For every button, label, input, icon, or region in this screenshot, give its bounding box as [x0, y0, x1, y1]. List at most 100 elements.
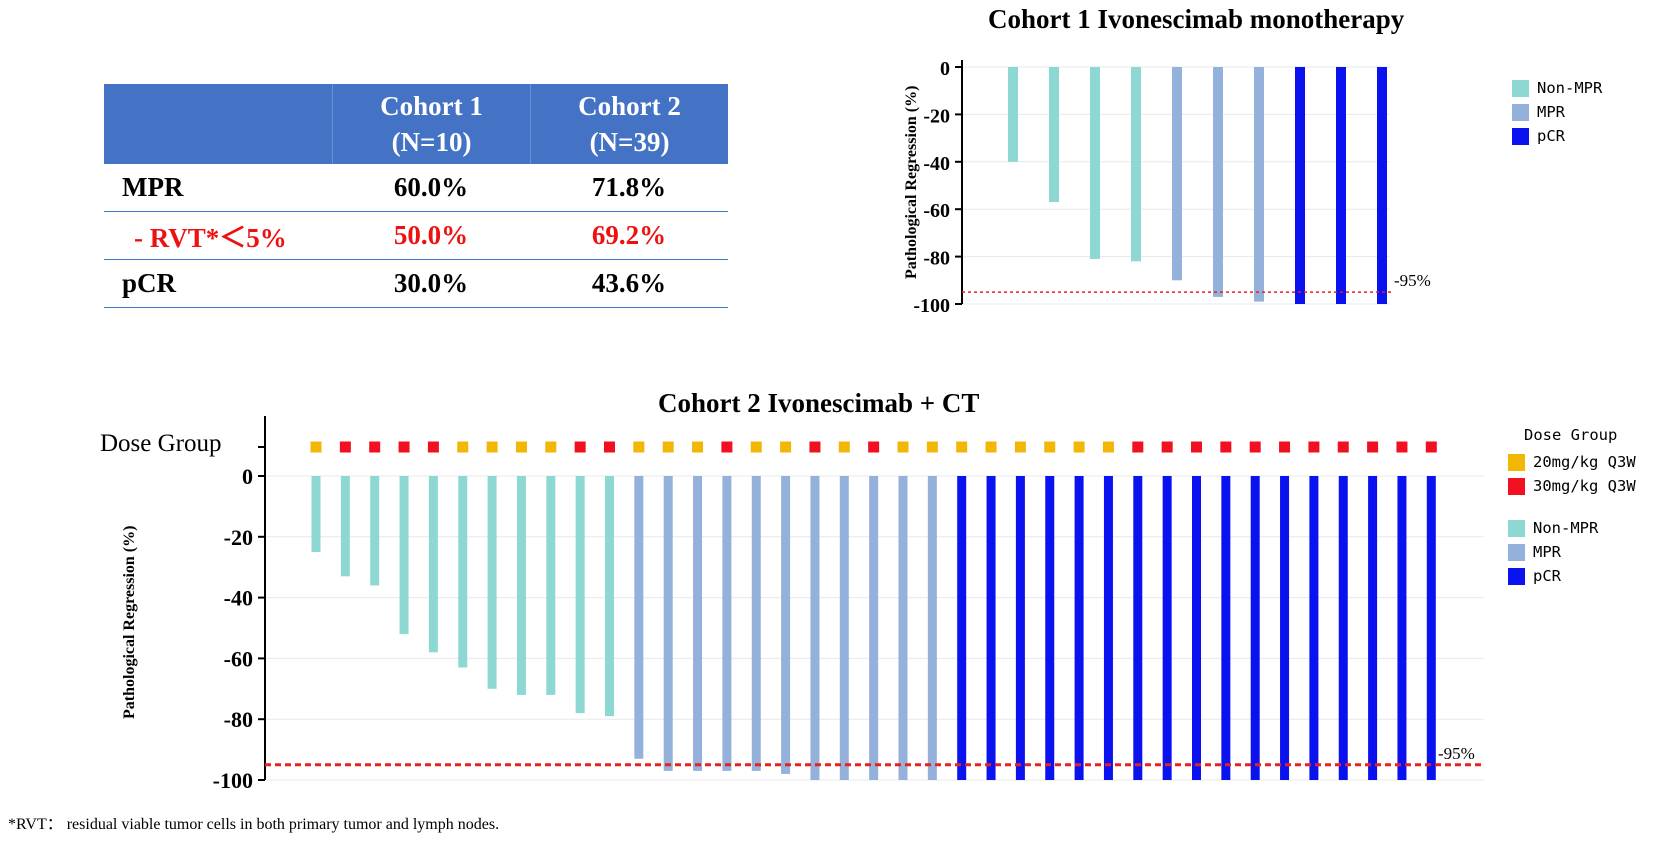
chart-1-title: Cohort 1 Ivonescimab monotherapy — [988, 4, 1405, 34]
header-cohort-2-n: (N=39) — [589, 127, 670, 157]
dose-marker — [1337, 441, 1349, 453]
footnote: *RVT： residual viable tumor cells in bot… — [8, 816, 500, 833]
bar — [1338, 476, 1348, 780]
dose-marker — [662, 441, 674, 453]
bar — [1221, 476, 1231, 780]
bar — [575, 476, 585, 714]
bar — [370, 476, 380, 586]
bar — [487, 476, 497, 689]
dose-marker — [750, 441, 762, 453]
legend-swatch — [1512, 127, 1529, 145]
legend-label: Non-MPR — [1533, 519, 1599, 537]
header-cohort-1-n: (N=10) — [391, 127, 472, 157]
dose-marker — [721, 441, 733, 453]
dose-marker — [398, 441, 410, 453]
bar — [1172, 67, 1182, 281]
dose-marker — [1102, 441, 1114, 453]
legend-swatch — [1508, 519, 1525, 537]
bar — [1309, 476, 1319, 780]
dose-marker — [633, 441, 645, 453]
legend-item-dose-20: 20mg/kg Q3W — [1508, 450, 1636, 474]
bar — [1015, 476, 1025, 780]
dose-marker — [868, 441, 880, 453]
legend-swatch — [1512, 79, 1529, 97]
table-row-rvt: - RVT*＜5% 50.0% 69.2% — [104, 212, 728, 260]
bar — [927, 476, 937, 780]
legend-item-pcr: pCR — [1512, 124, 1602, 148]
legend-label: pCR — [1537, 127, 1565, 145]
bar — [839, 476, 849, 780]
dose-marker — [926, 441, 938, 453]
legend-swatch — [1508, 453, 1525, 471]
dose-marker — [1191, 441, 1202, 453]
dose-marker — [897, 441, 909, 453]
bar — [458, 476, 468, 668]
y-tick-label: -40 — [923, 153, 950, 175]
legend-swatch — [1508, 477, 1525, 495]
legend-item-non-mpr: Non-MPR — [1508, 516, 1598, 540]
bar — [1295, 67, 1305, 304]
bar — [1131, 67, 1141, 262]
dose-marker — [1073, 441, 1085, 453]
bar — [1008, 67, 1018, 162]
dose-legend-title: Dose Group — [1524, 426, 1618, 444]
bar — [810, 476, 820, 780]
legend-label: Non-MPR — [1537, 79, 1603, 97]
dose-marker — [369, 441, 381, 453]
legend-item-mpr: MPR — [1508, 540, 1598, 564]
bar — [634, 476, 644, 759]
bar — [516, 476, 526, 695]
dose-marker — [486, 441, 498, 453]
bar — [1426, 476, 1436, 780]
chart-2-title: Cohort 2 Ivonescimab + CT — [658, 388, 980, 418]
legend-item-mpr: MPR — [1512, 100, 1602, 124]
y-tick-label: -60 — [923, 200, 950, 222]
header-cohort-2: Cohort 2 (N=39) — [530, 84, 728, 164]
dose-marker — [457, 441, 469, 453]
header-cohort-1-name: Cohort 1 — [380, 91, 483, 121]
legend-item-dose-30: 30mg/kg Q3W — [1508, 474, 1636, 498]
y-tick-label: -80 — [923, 248, 950, 270]
row-value-cohort-2: 43.6% — [591, 268, 667, 298]
bar — [399, 476, 409, 635]
row-label: pCR — [122, 268, 177, 298]
table-header: Cohort 1 (N=10) Cohort 2 (N=39) — [104, 84, 728, 164]
chart-2-legend: Non-MPR MPR pCR — [1508, 516, 1598, 588]
bar — [1103, 476, 1113, 780]
dose-marker — [956, 441, 968, 453]
bar — [1133, 476, 1143, 780]
bar — [722, 476, 732, 771]
bar — [1377, 67, 1387, 304]
bar — [1250, 476, 1260, 780]
dose-marker — [1249, 441, 1261, 453]
table-row-mpr: MPR 60.0% 71.8% — [104, 164, 728, 212]
legend-item-non-mpr: Non-MPR — [1512, 76, 1602, 100]
table-row-pcr: pCR 30.0% 43.6% — [104, 260, 728, 308]
bar — [605, 476, 614, 717]
bar — [1213, 67, 1223, 297]
row-value-cohort-2: 71.8% — [591, 172, 667, 202]
dose-legend: Dose Group 20mg/kg Q3W 30mg/kg Q3W — [1508, 426, 1636, 498]
dose-marker — [515, 441, 527, 453]
dose-marker — [838, 441, 850, 453]
row-label: - RVT*＜5% — [134, 223, 287, 253]
row-value-cohort-1: 50.0% — [393, 220, 469, 250]
legend-swatch — [1512, 103, 1529, 121]
row-value-cohort-1: 30.0% — [393, 268, 469, 298]
bar — [781, 476, 791, 774]
dose-marker — [1220, 441, 1232, 453]
dose-marker — [310, 441, 322, 453]
bar — [663, 476, 673, 771]
bar — [340, 476, 350, 577]
legend-label: 20mg/kg Q3W — [1533, 453, 1636, 471]
dose-marker — [985, 441, 997, 453]
bar — [1336, 67, 1346, 304]
dose-marker — [339, 441, 351, 453]
bar — [957, 476, 967, 780]
summary-table: Cohort 1 (N=10) Cohort 2 (N=39) MPR 60.0… — [104, 84, 728, 308]
dose-marker — [1367, 441, 1379, 453]
dose-marker — [809, 441, 821, 453]
bar — [1368, 476, 1378, 780]
dose-marker — [1044, 441, 1056, 453]
